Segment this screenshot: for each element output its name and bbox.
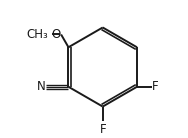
Text: F: F <box>99 123 106 136</box>
Text: F: F <box>152 80 159 93</box>
Text: CH₃: CH₃ <box>27 28 48 41</box>
Text: O: O <box>51 28 60 41</box>
Text: N: N <box>37 80 46 93</box>
